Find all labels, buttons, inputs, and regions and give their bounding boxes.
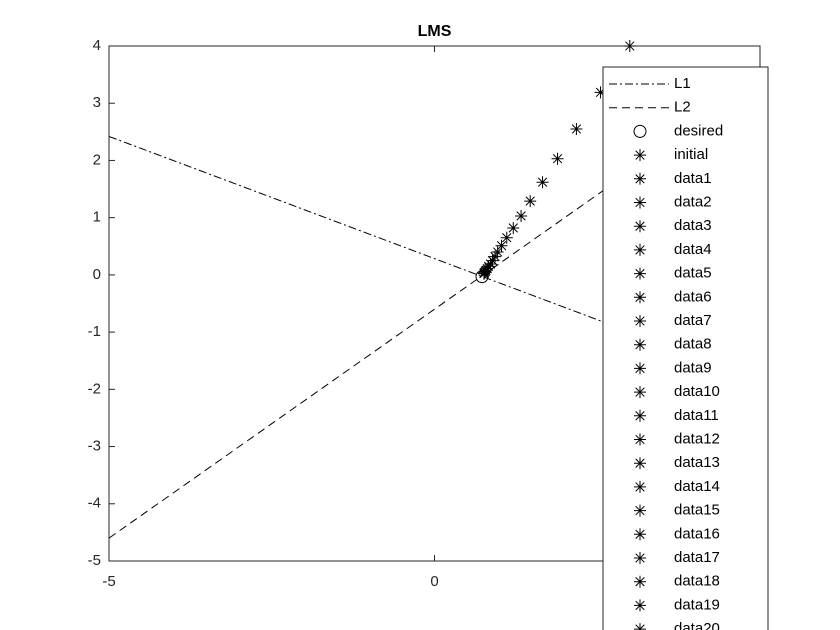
legend-label: data3 [674,217,712,234]
y-tick-label: 2 [93,151,101,168]
legend-label: initial [674,146,708,163]
legend-marker [634,149,646,162]
y-tick-label: -2 [88,380,101,397]
y-tick-label: -4 [88,495,101,512]
legend-label: L1 [674,75,691,92]
legend-marker [634,433,646,446]
legend-label: data11 [674,407,719,424]
y-tick-label: 3 [93,94,101,111]
marker-star [489,250,502,263]
legend-label: data13 [674,454,720,471]
legend-marker [633,124,647,138]
y-tick-label: 4 [93,37,101,54]
legend-label: data6 [674,288,712,305]
legend-marker [634,504,646,517]
legend-label: data1 [674,170,712,187]
chart-title: LMS [418,23,452,40]
marker-star [551,152,564,165]
x-tick-label: 0 [430,573,438,590]
marker-star [536,176,549,189]
legend-marker [634,599,646,612]
legend-label: data4 [674,241,712,258]
marker-star [495,239,508,252]
marker-star [524,195,537,208]
legend-marker [634,172,646,185]
legend-marker [634,243,646,256]
legend-label: data14 [674,478,720,495]
legend-marker [634,267,646,280]
marker-star [491,246,504,258]
legend-marker [634,623,646,630]
marker-star [477,267,490,280]
legend-label: data2 [674,193,712,210]
legend-marker [634,291,646,304]
legend-box [602,66,769,630]
legend-label: data12 [674,430,720,447]
legend-marker [634,409,646,422]
legend-marker [634,575,646,588]
x-tick-label: -5 [102,573,115,590]
legend-marker [634,457,646,470]
legend-marker [634,315,646,327]
y-tick-label: 0 [93,266,101,283]
legend-marker [634,196,646,209]
legend-label: data5 [674,265,712,282]
legend-label: desired [674,122,723,139]
legend-label: data7 [674,312,712,329]
legend-marker [634,362,646,375]
legend-label: data18 [674,573,720,590]
marker-star [486,254,499,267]
legend-marker [634,552,646,564]
legend-marker [634,386,646,399]
legend-label: data8 [674,336,712,353]
marker-star [482,260,495,273]
legend-marker [634,338,646,351]
legend-label: data10 [674,383,720,400]
legend-label: data20 [674,620,720,630]
y-tick-label: 1 [93,209,101,226]
y-tick-label: -5 [88,552,101,569]
legend-label: data9 [674,359,712,376]
legend-label: data17 [674,549,720,566]
y-tick-label: -3 [88,438,101,455]
marker-star [594,86,607,99]
y-tick-label: -1 [88,323,101,340]
marker-star [507,221,520,234]
legend-marker [634,220,646,233]
legend-marker [634,480,646,493]
legend-label: data15 [674,502,720,519]
legend-label: data19 [674,596,720,613]
legend-label: L2 [674,99,691,116]
marker-star [515,209,528,222]
marker-star [500,231,513,244]
marker-star [623,40,636,52]
marker-star [570,122,583,135]
legend-marker [634,528,646,541]
legend-label: data16 [674,525,720,542]
